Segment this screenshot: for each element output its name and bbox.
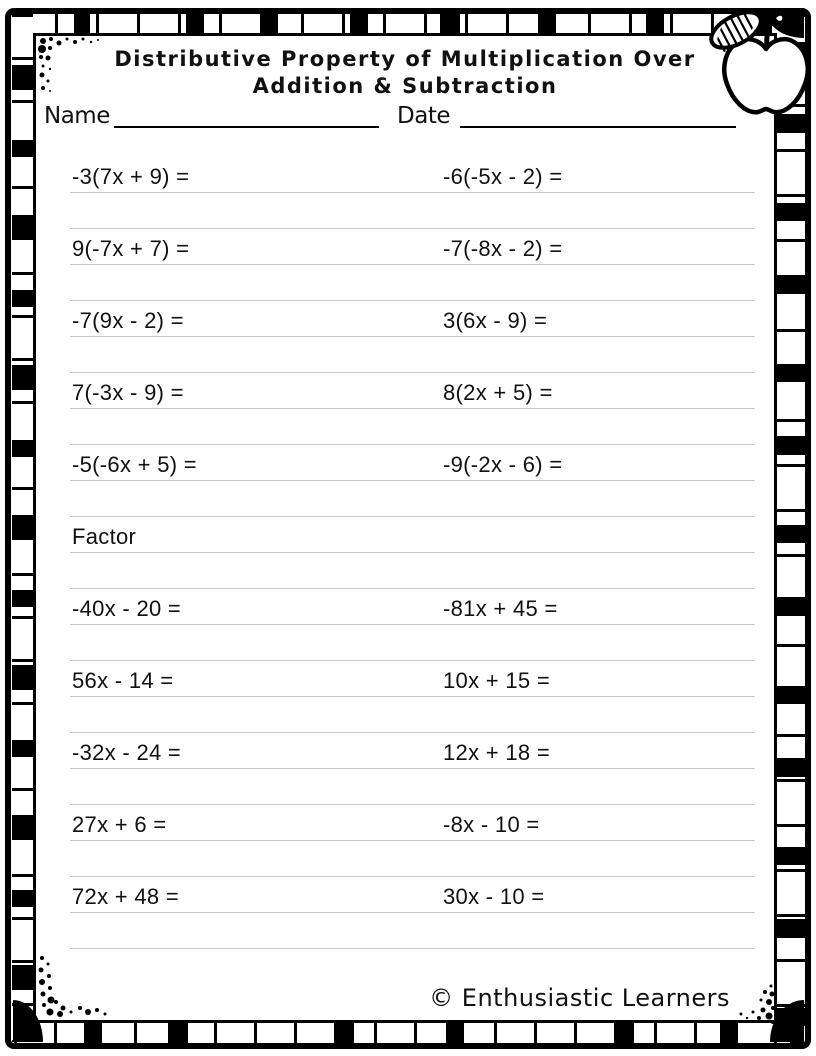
problem-right: 8(2x + 5) = (443, 380, 553, 405)
section-heading: Factor (72, 524, 137, 549)
answer-blank-line[interactable] (70, 841, 755, 877)
title-line-2: Addition & Subtraction (252, 74, 558, 98)
answer-blank-line[interactable] (70, 697, 755, 733)
problem-left: -5(-6x + 5) = (72, 452, 197, 477)
problem-row-distribute: -7(9x - 2) = 3(6x - 9) = (70, 301, 755, 373)
problem-row-distribute: -5(-6x + 5) = -9(-2x - 6) = (70, 445, 755, 517)
answer-blank-line[interactable] (70, 553, 755, 589)
answer-blank-line[interactable] (70, 409, 755, 445)
answer-blank-line[interactable] (70, 913, 755, 949)
border-right-checkered (777, 14, 805, 1042)
answer-blank-line[interactable] (70, 265, 755, 301)
answer-blank-line[interactable] (70, 193, 755, 229)
copyright-credit: © Enthusiastic Learners (429, 984, 730, 1012)
problem-left: -7(9x - 2) = (72, 308, 184, 333)
problem-row-factor: 27x + 6 = -8x - 10 = (70, 805, 755, 877)
problem-line: 7(-3x - 9) = 8(2x + 5) = (70, 373, 755, 409)
border-top-checkered (14, 14, 804, 33)
problem-left: 9(-7x + 7) = (72, 236, 190, 261)
problem-row-distribute: 9(-7x + 7) = -7(-8x - 2) = (70, 229, 755, 301)
problem-right: -7(-8x - 2) = (443, 236, 563, 261)
problem-right: 30x - 10 = (443, 884, 545, 909)
worksheet-title: Distributive Property of Multiplication … (36, 46, 774, 100)
problem-left: 72x + 48 = (72, 884, 179, 909)
problem-line: -3(7x + 9) = -6(-5x - 2) = (70, 157, 755, 193)
problem-left: -32x - 24 = (72, 740, 182, 765)
problem-row-factor: 56x - 14 = 10x + 15 = (70, 661, 755, 733)
inner-frame-line (33, 33, 777, 1023)
title-line-1: Distributive Property of Multiplication … (114, 47, 696, 71)
border-bottom-checkered (14, 1023, 804, 1043)
problem-row-factor: -32x - 24 = 12x + 18 = (70, 733, 755, 805)
problem-row-distribute: 7(-3x - 9) = 8(2x + 5) = (70, 373, 755, 445)
worksheet-content: Distributive Property of Multiplication … (36, 36, 774, 1014)
problem-right: 10x + 15 = (443, 668, 550, 693)
date-label: Date (397, 103, 450, 129)
problem-line: 72x + 48 = 30x - 10 = (70, 877, 755, 913)
name-blank-line[interactable] (113, 102, 380, 128)
answer-blank-line[interactable] (70, 337, 755, 373)
name-label: Name (44, 103, 110, 129)
problem-left: 27x + 6 = (72, 812, 167, 837)
problem-right: 3(6x - 9) = (443, 308, 548, 333)
problem-right: -8x - 10 = (443, 812, 540, 837)
name-date-row: Name Date (44, 102, 736, 129)
problem-line: -7(9x - 2) = 3(6x - 9) = (70, 301, 755, 337)
problem-line: 56x - 14 = 10x + 15 = (70, 661, 755, 697)
problem-row-distribute: -3(7x + 9) = -6(-5x - 2) = (70, 157, 755, 229)
problem-left: -3(7x + 9) = (72, 164, 190, 189)
problem-right: 12x + 18 = (443, 740, 550, 765)
border-left-checkered (12, 14, 33, 1042)
problem-line: Factor (70, 517, 755, 553)
section-heading-row: Factor (70, 517, 755, 589)
problem-line: 9(-7x + 7) = -7(-8x - 2) = (70, 229, 755, 265)
problem-line: -40x - 20 = -81x + 45 = (70, 589, 755, 625)
problem-left: 7(-3x - 9) = (72, 380, 184, 405)
problem-row-factor: 72x + 48 = 30x - 10 = (70, 877, 755, 949)
answer-blank-line[interactable] (70, 625, 755, 661)
problem-row-factor: -40x - 20 = -81x + 45 = (70, 589, 755, 661)
problem-line: 27x + 6 = -8x - 10 = (70, 805, 755, 841)
date-blank-line[interactable] (460, 102, 736, 128)
problem-right: -81x + 45 = (443, 596, 558, 621)
problem-left: 56x - 14 = (72, 668, 174, 693)
problem-right: -6(-5x - 2) = (443, 164, 563, 189)
problem-line: -32x - 24 = 12x + 18 = (70, 733, 755, 769)
problem-line: -5(-6x + 5) = -9(-2x - 6) = (70, 445, 755, 481)
answer-blank-line[interactable] (70, 481, 755, 517)
problem-right: -9(-2x - 6) = (443, 452, 563, 477)
problems-sheet: -3(7x + 9) = -6(-5x - 2) = 9(-7x + 7) = … (70, 157, 755, 949)
problem-left: -40x - 20 = (72, 596, 182, 621)
answer-blank-line[interactable] (70, 769, 755, 805)
